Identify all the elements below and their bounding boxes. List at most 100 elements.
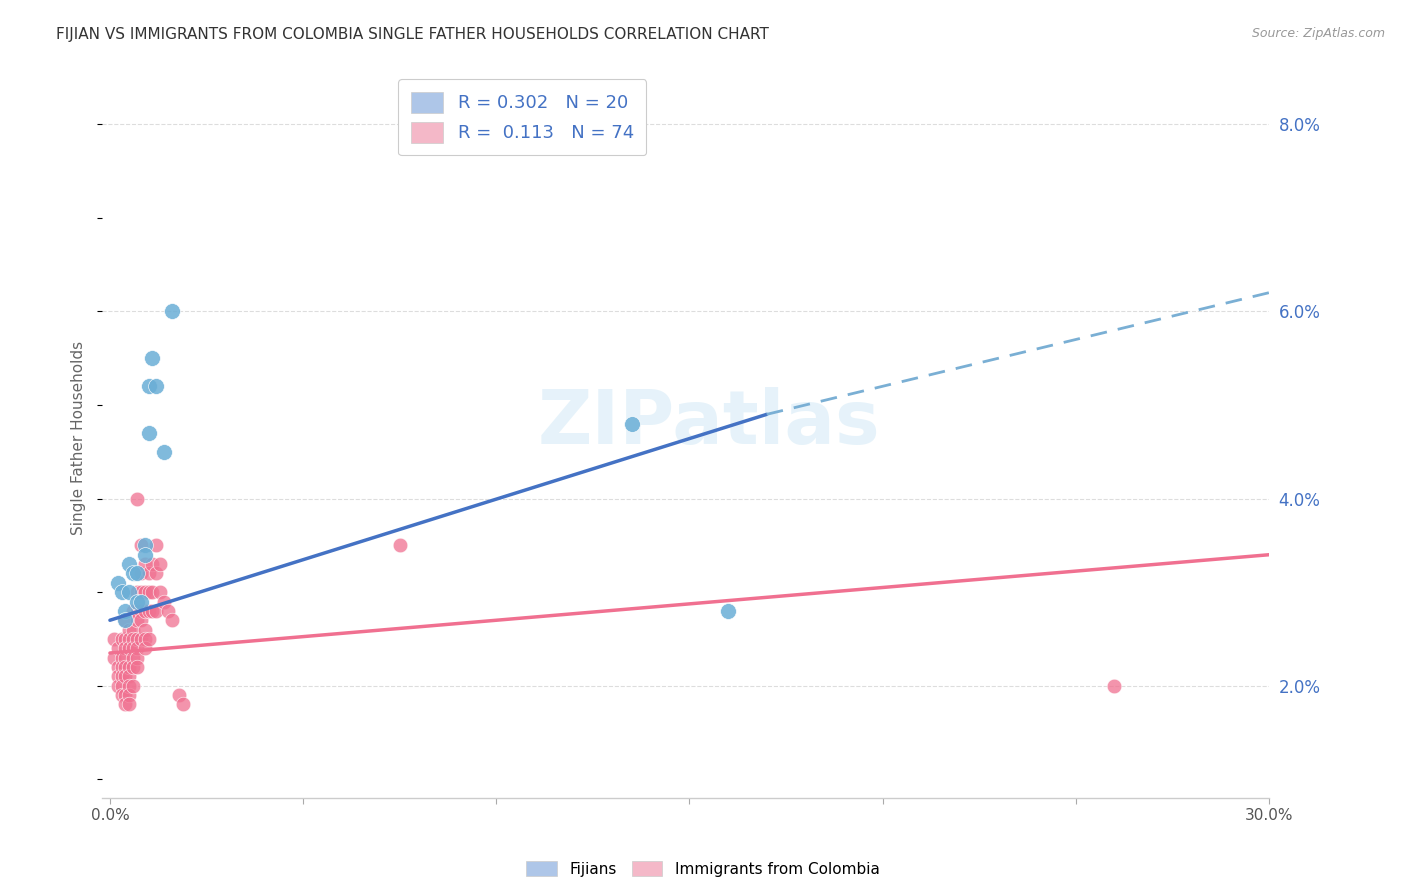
Point (134, 632, 156, 646)
Point (118, 641, 141, 656)
Point (149, 585, 172, 599)
Point (141, 604, 163, 618)
Point (118, 585, 141, 599)
Point (118, 623, 141, 637)
Point (114, 641, 136, 656)
Point (122, 632, 145, 646)
Point (122, 641, 145, 656)
Point (156, 604, 179, 618)
Point (114, 613, 136, 627)
Point (125, 604, 148, 618)
Point (138, 604, 160, 618)
Point (110, 688, 132, 702)
Text: ZIPatlas: ZIPatlas (537, 387, 880, 460)
Point (138, 585, 160, 599)
Point (138, 566, 160, 581)
Point (110, 669, 132, 683)
Point (122, 650, 145, 665)
Point (107, 641, 129, 656)
Text: Source: ZipAtlas.com: Source: ZipAtlas.com (1251, 27, 1385, 40)
Point (134, 641, 156, 656)
Point (107, 669, 129, 683)
Point (153, 444, 176, 458)
Point (110, 650, 132, 665)
Point (110, 679, 132, 693)
Point (122, 660, 145, 674)
Point (118, 688, 141, 702)
Y-axis label: Single Father Households: Single Father Households (72, 341, 86, 535)
Point (169, 688, 191, 702)
Point (129, 632, 152, 646)
Point (110, 660, 132, 674)
Point (118, 679, 141, 693)
Point (125, 660, 148, 674)
Point (717, 604, 740, 618)
Point (160, 304, 183, 318)
Point (620, 417, 643, 431)
Point (107, 679, 129, 693)
Point (145, 566, 167, 581)
Point (1104, 679, 1126, 693)
Point (125, 650, 148, 665)
Legend: Fijians, Immigrants from Colombia: Fijians, Immigrants from Colombia (519, 853, 887, 884)
Point (118, 669, 141, 683)
Point (114, 604, 136, 618)
Point (110, 632, 132, 646)
Point (118, 698, 141, 712)
Point (141, 557, 163, 571)
Point (118, 557, 141, 571)
Point (107, 575, 129, 590)
Point (103, 632, 125, 646)
Point (138, 426, 160, 441)
Point (114, 698, 136, 712)
Point (118, 632, 141, 646)
Point (134, 604, 156, 618)
Point (125, 491, 148, 506)
Point (122, 604, 145, 618)
Point (134, 623, 156, 637)
Point (125, 594, 148, 608)
Point (134, 557, 156, 571)
Point (172, 698, 194, 712)
Point (118, 660, 141, 674)
Point (145, 379, 167, 393)
Point (134, 585, 156, 599)
Point (114, 613, 136, 627)
Point (145, 604, 167, 618)
Point (103, 650, 125, 665)
Point (129, 594, 152, 608)
Point (114, 632, 136, 646)
Point (138, 379, 160, 393)
Point (149, 557, 172, 571)
Legend: R = 0.302   N = 20, R =  0.113   N = 74: R = 0.302 N = 20, R = 0.113 N = 74 (398, 79, 647, 155)
Point (114, 669, 136, 683)
Point (153, 594, 176, 608)
Point (134, 538, 156, 552)
Point (145, 538, 167, 552)
Point (122, 679, 145, 693)
Point (125, 585, 148, 599)
Point (114, 688, 136, 702)
Point (110, 585, 132, 599)
Point (125, 613, 148, 627)
Point (141, 585, 163, 599)
Point (107, 660, 129, 674)
Point (122, 623, 145, 637)
Point (114, 650, 136, 665)
Point (134, 548, 156, 562)
Point (129, 613, 152, 627)
Point (129, 538, 152, 552)
Point (125, 566, 148, 581)
Text: FIJIAN VS IMMIGRANTS FROM COLOMBIA SINGLE FATHER HOUSEHOLDS CORRELATION CHART: FIJIAN VS IMMIGRANTS FROM COLOMBIA SINGL… (56, 27, 769, 42)
Point (129, 585, 152, 599)
Point (388, 538, 411, 552)
Point (138, 632, 160, 646)
Point (160, 613, 183, 627)
Point (141, 351, 163, 366)
Point (125, 632, 148, 646)
Point (129, 604, 152, 618)
Point (129, 566, 152, 581)
Point (122, 566, 145, 581)
Point (114, 660, 136, 674)
Point (125, 641, 148, 656)
